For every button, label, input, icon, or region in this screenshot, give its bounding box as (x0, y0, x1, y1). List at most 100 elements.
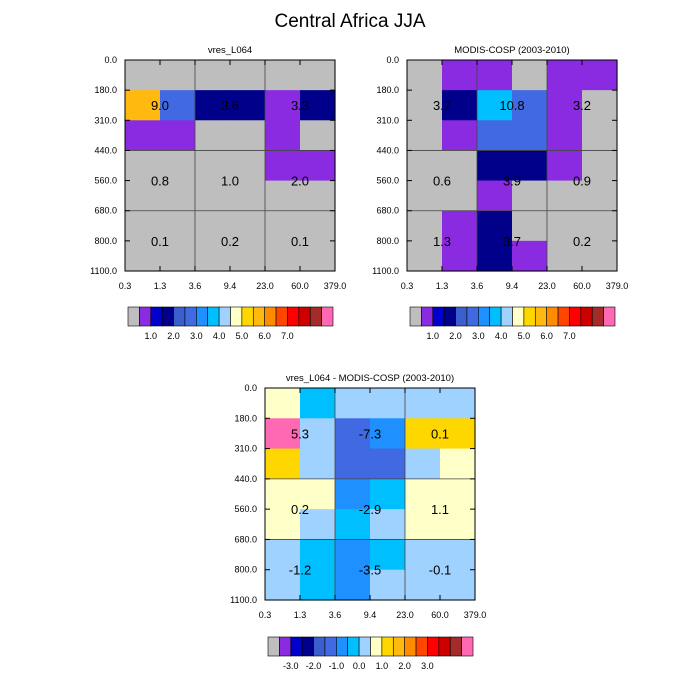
heatmap-cell (230, 240, 266, 272)
heatmap-cell (125, 150, 161, 182)
heatmap-cell (442, 210, 478, 242)
colorbar-swatch (500, 306, 513, 327)
heatmap-cell (370, 569, 406, 601)
colorbar-swatch (427, 636, 440, 657)
colorbar-label: -1.0 (329, 661, 345, 671)
heatmap-cell (407, 150, 443, 182)
data-label: 0.2 (573, 234, 591, 249)
x-tick-label: 1.3 (436, 281, 449, 291)
heatmap-cell (335, 478, 371, 510)
heatmap-cell (335, 388, 371, 419)
heatmap-cell (265, 418, 301, 450)
heatmap-cell (440, 418, 476, 450)
heatmap-cell (265, 539, 301, 571)
y-tick-label: 680.0 (376, 206, 399, 216)
heatmap-cell (265, 90, 301, 121)
heatmap-cell (300, 240, 336, 272)
y-tick-label: 180.0 (94, 85, 117, 95)
heatmap-cell (300, 150, 336, 182)
heatmap-cell (125, 60, 161, 91)
heatmap-cell (125, 240, 161, 272)
colorbar-label: 4.0 (495, 331, 508, 341)
y-tick-label: 800.0 (376, 236, 399, 246)
colorbar-swatch (275, 306, 288, 327)
data-label: 0.1 (431, 426, 449, 441)
heatmap-cell (405, 509, 441, 541)
y-tick-label: 800.0 (234, 565, 257, 575)
heatmap-cell (160, 60, 196, 91)
colorbar-swatch (309, 306, 322, 327)
colorbar-swatch (127, 306, 140, 327)
heatmap-cell (335, 448, 371, 480)
colorbar-label: 6.0 (258, 331, 271, 341)
colorbar-label: 5.0 (518, 331, 531, 341)
colorbar-swatch (196, 306, 209, 327)
colorbar-swatch (466, 306, 479, 327)
heatmap-cell (265, 210, 301, 242)
heatmap-cell (547, 60, 583, 91)
colorbar-swatch (523, 306, 536, 327)
y-tick-label: 0.0 (244, 383, 257, 393)
heatmap-cell (195, 60, 231, 91)
colorbar-swatch (207, 306, 220, 327)
heatmap-cell (582, 90, 618, 121)
y-tick-label: 0.0 (104, 55, 117, 65)
colorbar-swatch (432, 306, 445, 327)
heatmap-cell (440, 388, 476, 419)
x-tick-label: 1.3 (294, 610, 307, 620)
colorbar-swatch (313, 636, 326, 657)
heatmap-cell (265, 448, 301, 480)
y-tick-label: 440.0 (234, 474, 257, 484)
heatmap-cell (477, 240, 513, 272)
y-tick-label: 440.0 (376, 145, 399, 155)
heatmap-cell (512, 150, 548, 182)
heatmap-cell (512, 180, 548, 212)
heatmap-cell (405, 448, 441, 480)
heatmap-cell (300, 388, 336, 419)
colorbar-swatch (421, 306, 434, 327)
colorbar-label: 2.0 (449, 331, 462, 341)
data-label: -2.9 (359, 502, 381, 517)
heatmap-cell (265, 509, 301, 541)
heatmap-cell (547, 150, 583, 182)
colorbar-swatch (150, 306, 163, 327)
colorbar-swatch (546, 306, 559, 327)
x-tick-label: 60.0 (573, 281, 591, 291)
heatmap-cell (230, 150, 266, 182)
colorbar-swatch (415, 636, 428, 657)
colorbar-label: 7.0 (563, 331, 576, 341)
colorbar-label: 4.0 (213, 331, 226, 341)
data-label: 10.8 (499, 98, 524, 113)
heatmap-cell (440, 448, 476, 480)
heatmap-cell (440, 509, 476, 541)
colorbar-swatch (603, 306, 616, 327)
y-tick-label: 560.0 (234, 504, 257, 514)
heatmap-cell (195, 90, 231, 121)
colorbar-label: 3.0 (472, 331, 485, 341)
heatmap-cell (547, 210, 583, 242)
colorbar-swatch (336, 636, 349, 657)
data-label: -3.5 (359, 563, 381, 578)
colorbar-swatch (173, 306, 186, 327)
heatmap-cell (335, 418, 371, 450)
heatmap-cell (160, 240, 196, 272)
colorbar-swatch (392, 636, 405, 657)
heatmap-cell (230, 210, 266, 242)
colorbar-swatch (298, 306, 311, 327)
heatmap-cell (440, 569, 476, 601)
heatmap-cell (300, 539, 336, 571)
data-label: 3.6 (221, 98, 239, 113)
heatmap-cell (407, 90, 443, 121)
x-tick-label: 0.3 (401, 281, 414, 291)
heatmap-cell (195, 210, 231, 242)
colorbar-swatch (290, 636, 303, 657)
colorbar-swatch (230, 306, 243, 327)
heatmap-cell (195, 180, 231, 212)
heatmap-cell (265, 60, 301, 91)
colorbar-swatch (252, 306, 265, 327)
heatmap-cell (265, 388, 301, 419)
y-tick-label: 440.0 (94, 145, 117, 155)
data-label: 3.7 (433, 98, 451, 113)
colorbar-label: 6.0 (540, 331, 553, 341)
heatmap-cell (230, 60, 266, 91)
